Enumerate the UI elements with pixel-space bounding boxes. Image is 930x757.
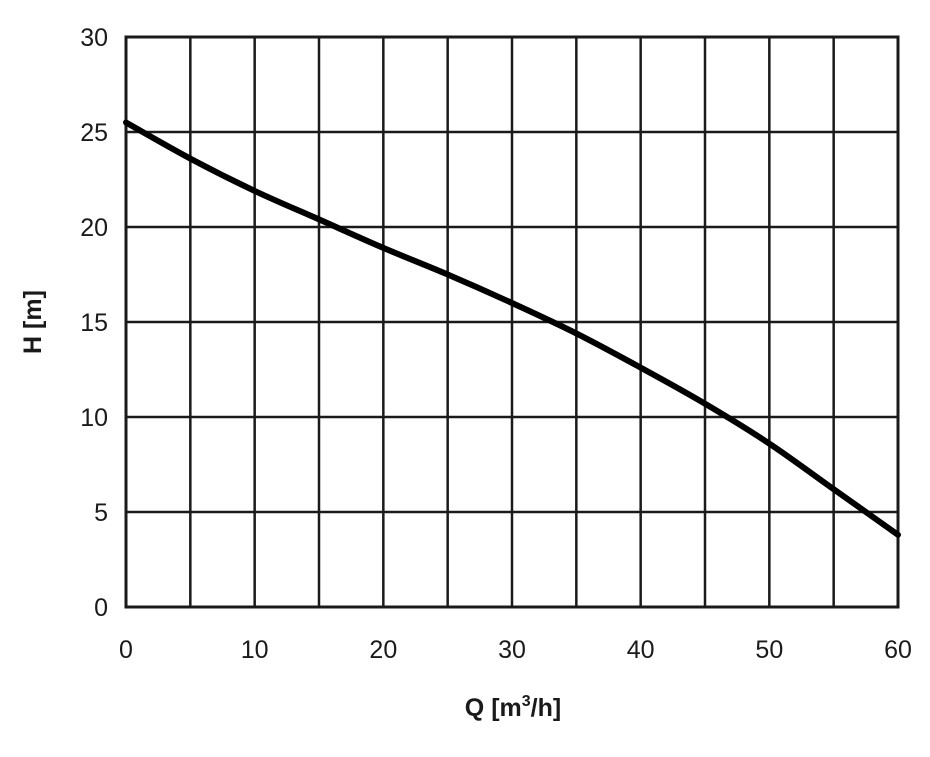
y-tick-label: 20 <box>80 214 108 242</box>
y-tick-labels: 0 5 10 15 20 25 30 <box>80 24 108 622</box>
series-line <box>123 119 901 538</box>
y-axis-title: H [m] <box>19 290 47 354</box>
x-tick-label: 0 <box>119 636 133 664</box>
x-axis-title-tail: /h] <box>531 694 562 722</box>
plot-frame <box>124 35 900 609</box>
y-tick-label: 15 <box>80 309 108 337</box>
x-tick-label: 30 <box>498 636 526 664</box>
x-axis-title: Q [m3/h] <box>465 693 561 722</box>
x-tick-label: 60 <box>884 636 912 664</box>
y-tick-label: 25 <box>80 119 108 147</box>
y-tick-label: 10 <box>80 404 108 432</box>
y-tick-label: 0 <box>94 594 108 622</box>
x-axis-title-main: Q [m <box>465 694 522 722</box>
x-tick-label: 10 <box>241 636 269 664</box>
y-tick-label: 5 <box>94 499 108 527</box>
x-tick-label: 20 <box>369 636 397 664</box>
grid <box>126 37 898 607</box>
x-tick-label: 40 <box>627 636 655 664</box>
x-axis-title-sup: 3 <box>522 693 531 710</box>
x-tick-label: 50 <box>755 636 783 664</box>
x-tick-labels: 0 10 20 30 40 50 60 <box>119 636 912 664</box>
y-tick-label: 30 <box>80 24 108 52</box>
